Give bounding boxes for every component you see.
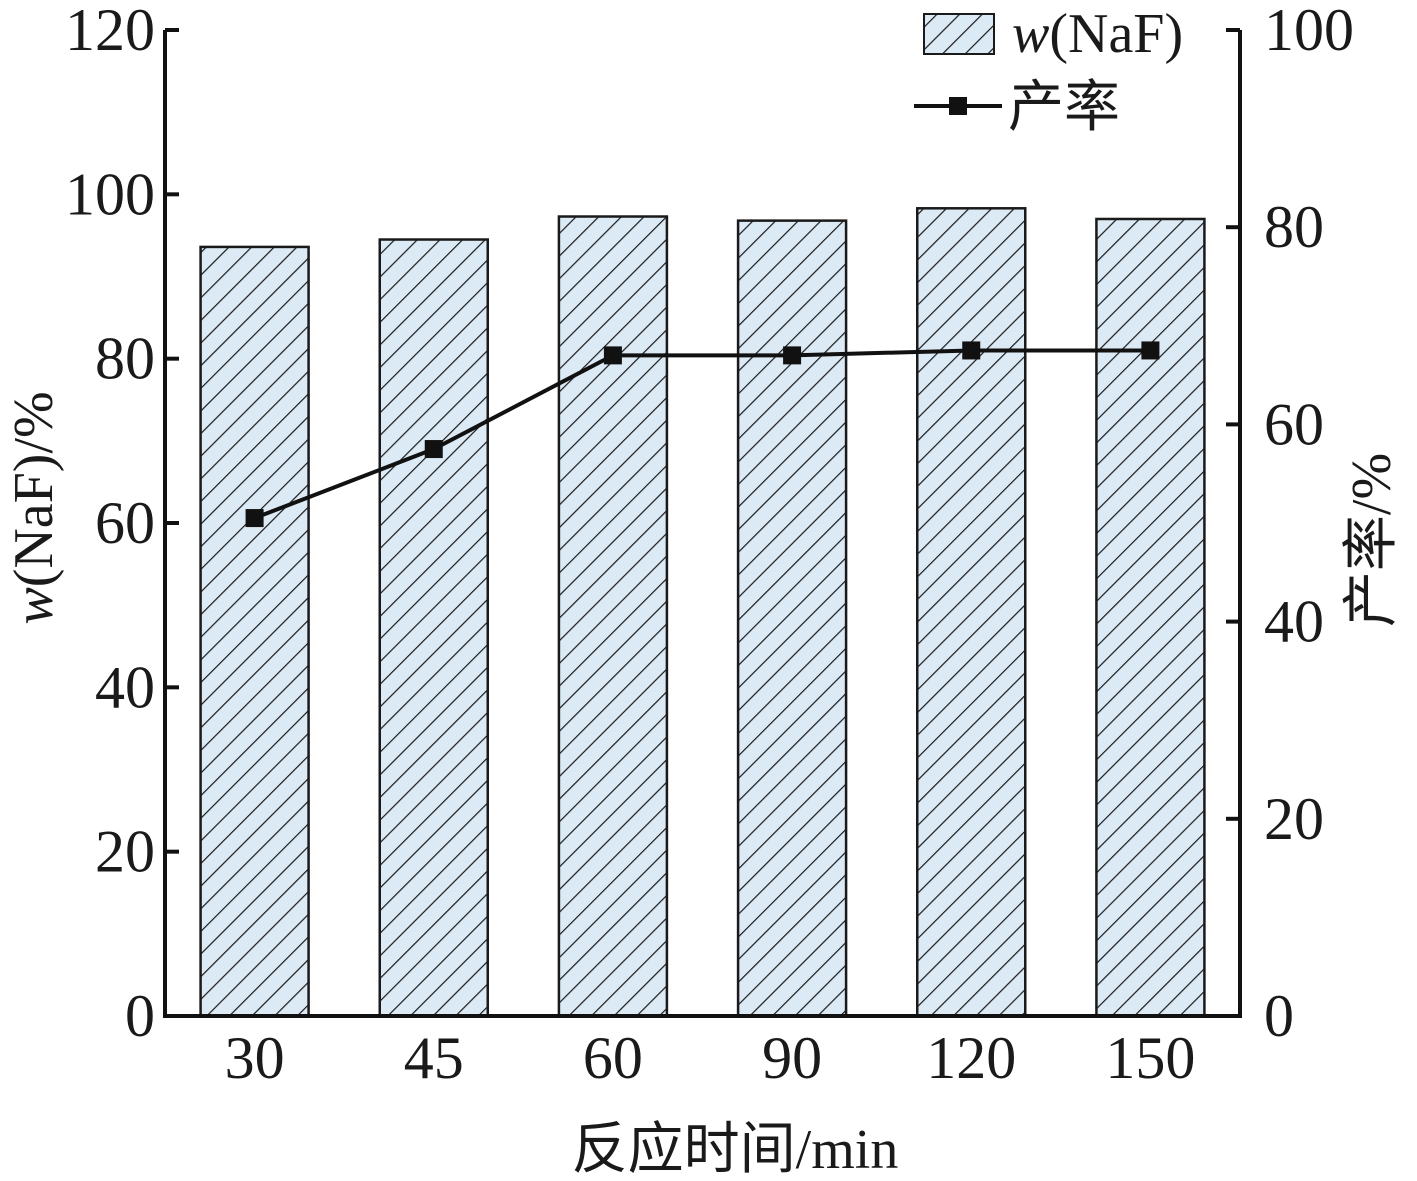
- yield-point-30: [245, 509, 264, 528]
- bar-30: [199, 245, 310, 1018]
- y-tick-label-right-20: 20: [1264, 786, 1324, 852]
- legend: w(NaF) 产率: [914, 3, 1183, 139]
- legend-bar-label-italic: w: [1012, 3, 1049, 65]
- x-tick-label-45: 45: [404, 1025, 464, 1091]
- legend-bar-label-rest: (NaF): [1049, 3, 1183, 65]
- bar-45: [378, 238, 489, 1018]
- y-tick-label-right-60: 60: [1264, 391, 1324, 457]
- yield-point-60: [603, 346, 622, 365]
- x-tick-label-90: 90: [762, 1025, 822, 1091]
- x-axis-title: 反应时间/min: [572, 1119, 899, 1181]
- y-tick-label-left-100: 100: [65, 161, 155, 227]
- y-tick-label-right-80: 80: [1264, 194, 1324, 260]
- yield-point-90: [783, 346, 802, 365]
- yield-point-120: [962, 341, 981, 360]
- x-tick-label-150: 150: [1105, 1025, 1195, 1091]
- yield-line: [253, 348, 1151, 520]
- bar-series: [199, 207, 1206, 1018]
- y-tick-label-left-60: 60: [95, 490, 155, 556]
- bar-150: [1095, 217, 1206, 1018]
- y-axis-title-right: 产率/%: [1341, 453, 1403, 627]
- y-tick-label-left-40: 40: [95, 654, 155, 720]
- x-tick-label-60: 60: [583, 1025, 643, 1091]
- y-tick-label-left-0: 0: [125, 983, 155, 1049]
- legend-line-label: 产率: [1008, 77, 1120, 139]
- y-tick-label-left-80: 80: [95, 326, 155, 392]
- y-axis-title-left-italic: w: [3, 587, 65, 624]
- y-tick-label-left-120: 120: [65, 0, 155, 63]
- yield-point-45: [424, 440, 443, 459]
- legend-bar-swatch: [923, 13, 995, 55]
- yield-point-150: [1141, 341, 1160, 360]
- legend-line-marker: [949, 97, 967, 115]
- bar-60: [557, 215, 669, 1018]
- tick-labels: 0 20 40 60 80 100 120 0 20 40 60 80 100 30 45 60 90 120 15…: [65, 0, 1354, 1091]
- y-tick-label-left-20: 20: [95, 819, 155, 885]
- y-tick-label-right-0: 0: [1264, 983, 1294, 1049]
- bar-120: [916, 207, 1027, 1018]
- y-axis-title-left-rest: (NaF)/%: [3, 391, 65, 587]
- y-tick-label-right-100: 100: [1264, 0, 1354, 63]
- y-tick-label-right-40: 40: [1264, 589, 1324, 655]
- bar-90: [736, 219, 848, 1018]
- x-tick-label-120: 120: [926, 1025, 1016, 1091]
- x-tick-label-30: 30: [225, 1025, 285, 1091]
- y-axis-title-left: w(NaF)/%: [3, 391, 65, 624]
- axes: [163, 28, 1242, 1018]
- line-series: [245, 341, 1160, 528]
- legend-bar-label: w(NaF): [1012, 3, 1183, 65]
